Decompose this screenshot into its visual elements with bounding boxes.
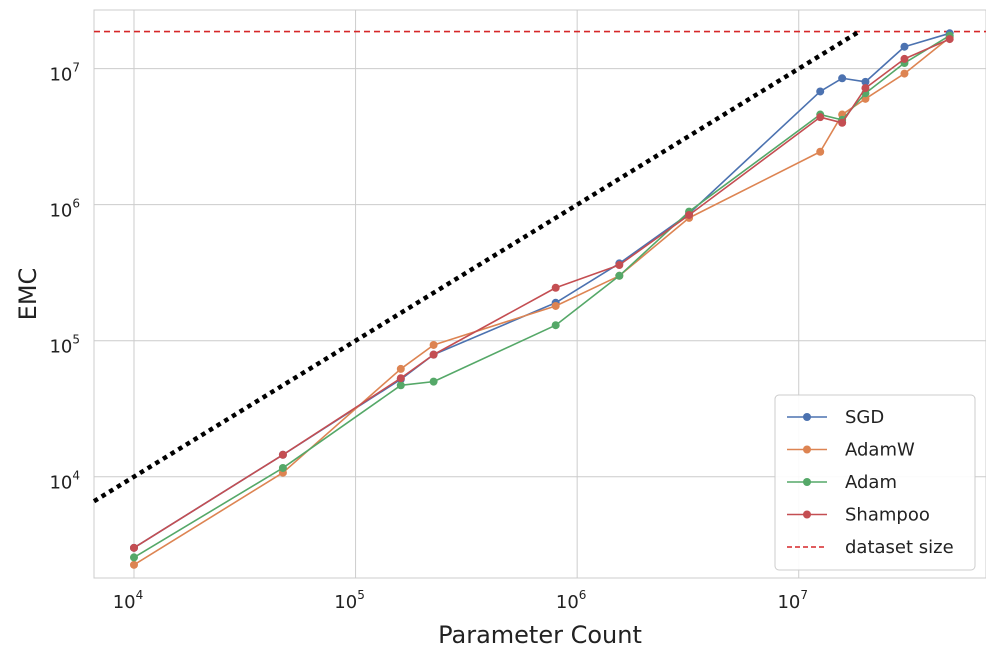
x-tick-label: 104 — [113, 588, 144, 613]
data-point-shampoo — [396, 374, 405, 383]
data-point-shampoo — [278, 450, 287, 459]
data-point-adam — [551, 321, 560, 330]
tick-base: 10 — [49, 201, 72, 222]
legend-label: Shampoo — [845, 505, 930, 526]
y-tick-label: 106 — [49, 197, 80, 222]
data-point-sgd — [900, 42, 909, 51]
tick-base: 10 — [49, 337, 72, 358]
tick-base: 10 — [113, 592, 136, 613]
tick-exponent: 5 — [72, 333, 80, 347]
tick-base: 10 — [49, 65, 72, 86]
series-line-adamw — [133, 36, 951, 566]
data-point-shampoo — [861, 84, 870, 93]
y-tick-label: 107 — [49, 61, 80, 86]
reference-lines — [92, 29, 986, 504]
legend-swatch-marker — [803, 413, 811, 421]
series-line-adam — [133, 34, 951, 559]
legend-swatch-marker — [803, 510, 811, 519]
x-axis-label: Parameter Count — [438, 621, 642, 649]
data-point-adam — [278, 463, 287, 472]
legend-swatch-marker — [803, 445, 811, 454]
data-point-adamw — [900, 69, 909, 78]
x-tick-label: 105 — [334, 588, 365, 613]
legend-entry-adamw: AdamW — [787, 440, 915, 461]
data-point-adam — [129, 553, 138, 562]
tick-exponent: 7 — [800, 588, 808, 602]
y-tick-label: 104 — [49, 469, 80, 494]
legend-entry-dataset-size: dataset size — [787, 537, 954, 558]
tick-base: 10 — [49, 473, 72, 494]
tick-base: 10 — [334, 592, 357, 613]
series-group — [129, 29, 954, 569]
data-point-adamw — [396, 364, 405, 373]
tick-exponent: 7 — [72, 61, 80, 75]
data-point-adam — [615, 271, 624, 280]
legend-box — [774, 394, 976, 571]
data-point-shampoo — [838, 118, 847, 127]
data-point-adamw — [861, 94, 870, 103]
data-point-adam — [429, 377, 438, 386]
data-point-adamw — [816, 147, 825, 156]
data-point-shampoo — [129, 543, 138, 552]
legend-label: SGD — [845, 407, 884, 428]
legend: SGD AdamW Adam Shampoo dataset size — [774, 394, 976, 571]
legend-label: AdamW — [845, 440, 915, 461]
tick-exponent: 6 — [72, 197, 80, 211]
legend-swatch-marker — [803, 478, 811, 486]
tick-exponent: 5 — [357, 588, 365, 602]
x-tick-label: 106 — [556, 588, 587, 613]
y-tick-label: 105 — [49, 333, 80, 358]
data-point-shampoo — [551, 283, 560, 292]
data-point-adamw — [129, 560, 138, 569]
data-point-sgd — [838, 74, 847, 83]
series-line-shampoo — [133, 38, 951, 549]
y-axis-label: EMC — [14, 268, 42, 321]
data-point-shampoo — [945, 35, 954, 44]
data-point-adamw — [551, 301, 560, 310]
legend-entry-sgd: SGD — [787, 407, 884, 428]
data-point-shampoo — [615, 261, 624, 270]
legend-label: dataset size — [845, 537, 954, 558]
reference-diagonal-line — [92, 29, 861, 504]
tick-exponent: 6 — [579, 588, 587, 602]
legend-label: Adam — [845, 472, 897, 493]
tick-exponent: 4 — [72, 469, 80, 483]
data-point-shampoo — [900, 54, 909, 63]
data-point-adamw — [429, 340, 438, 349]
legend-entry-adam: Adam — [787, 472, 897, 493]
data-point-sgd — [816, 87, 825, 96]
data-point-shampoo — [816, 113, 825, 122]
data-point-sgd — [861, 77, 870, 86]
tick-base: 10 — [556, 592, 579, 613]
data-point-adam — [396, 381, 405, 390]
series-shampoo — [129, 35, 954, 552]
tick-base: 10 — [777, 592, 800, 613]
legend-entry-shampoo: Shampoo — [787, 505, 930, 526]
data-point-shampoo — [429, 350, 438, 359]
data-point-shampoo — [685, 210, 694, 219]
x-tick-label: 107 — [777, 588, 808, 613]
tick-exponent: 4 — [136, 588, 144, 602]
